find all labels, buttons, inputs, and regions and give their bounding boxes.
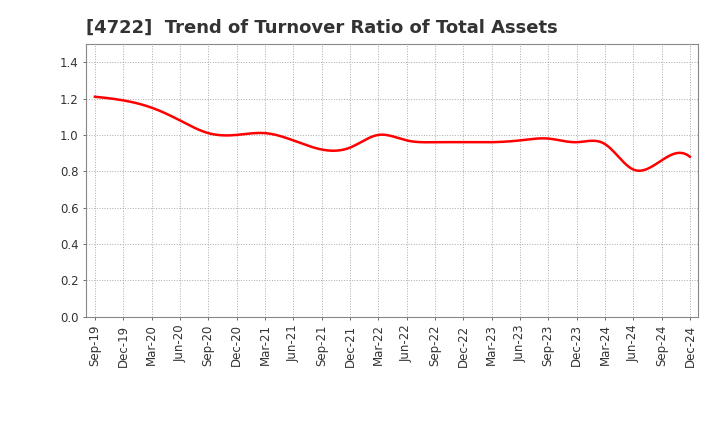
Text: [4722]  Trend of Turnover Ratio of Total Assets: [4722] Trend of Turnover Ratio of Total …: [86, 19, 558, 37]
